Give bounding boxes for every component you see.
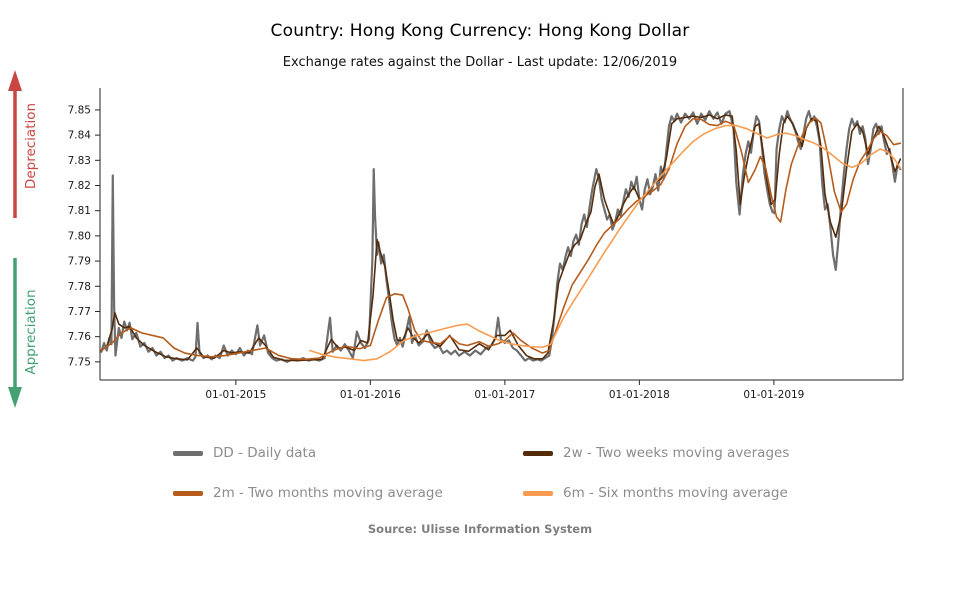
series-line-6m	[309, 124, 902, 362]
legend-label-2w: 2w - Two weeks moving averages	[563, 445, 790, 461]
y-tick-label: 7.77	[68, 306, 91, 318]
y-tick-label: 7.76	[68, 331, 92, 343]
y-tick-label: 7.84	[68, 130, 92, 142]
depreciation-label: Depreciation	[23, 102, 39, 190]
legend-swatch-dd	[173, 450, 203, 456]
x-tick-label: 01-01-2015	[205, 389, 266, 401]
y-tick-label: 7.79	[68, 256, 91, 268]
series-line-2m	[100, 117, 902, 361]
y-tick-label: 7.81	[68, 205, 91, 217]
legend-swatch-6m	[523, 490, 553, 496]
appreciation-label: Appreciation	[23, 289, 39, 375]
legend-item-2m: 2m - Two months moving average	[173, 484, 443, 502]
y-tick-label: 7.78	[68, 281, 91, 293]
y-tick-label: 7.75	[68, 356, 91, 368]
depreciation-arrow-head	[8, 70, 22, 91]
legend-swatch-2w	[523, 450, 553, 456]
x-tick-label: 01-01-2016	[340, 389, 401, 401]
x-tick-label: 01-01-2019	[743, 389, 804, 401]
appreciation-arrow-head	[8, 387, 22, 408]
page-title: Country: Hong Kong Currency: Hong Kong D…	[270, 21, 690, 41]
y-tick-label: 7.82	[68, 180, 91, 192]
legend-label-2m: 2m - Two months moving average	[213, 485, 443, 501]
page-subtitle: Exchange rates against the Dollar - Last…	[282, 55, 678, 70]
y-tick-label: 7.80	[68, 230, 91, 242]
series-line-2w	[100, 114, 902, 362]
legend-item-2w: 2w - Two weeks moving averages	[523, 444, 789, 462]
y-tick-label: 7.85	[68, 104, 91, 116]
legend-item-6m: 6m - Six months moving average	[523, 484, 788, 502]
legend-label-dd: DD - Daily data	[213, 445, 317, 461]
x-tick-label: 01-01-2018	[609, 389, 670, 401]
x-tick-label: 01-01-2017	[474, 389, 535, 401]
legend-swatch-2m	[173, 490, 203, 496]
source-caption: Source: Ulisse Information System	[367, 522, 593, 536]
legend-item-dd: DD - Daily data	[173, 444, 316, 462]
y-tick-label: 7.83	[68, 155, 91, 167]
legend-label-6m: 6m - Six months moving average	[563, 485, 788, 501]
